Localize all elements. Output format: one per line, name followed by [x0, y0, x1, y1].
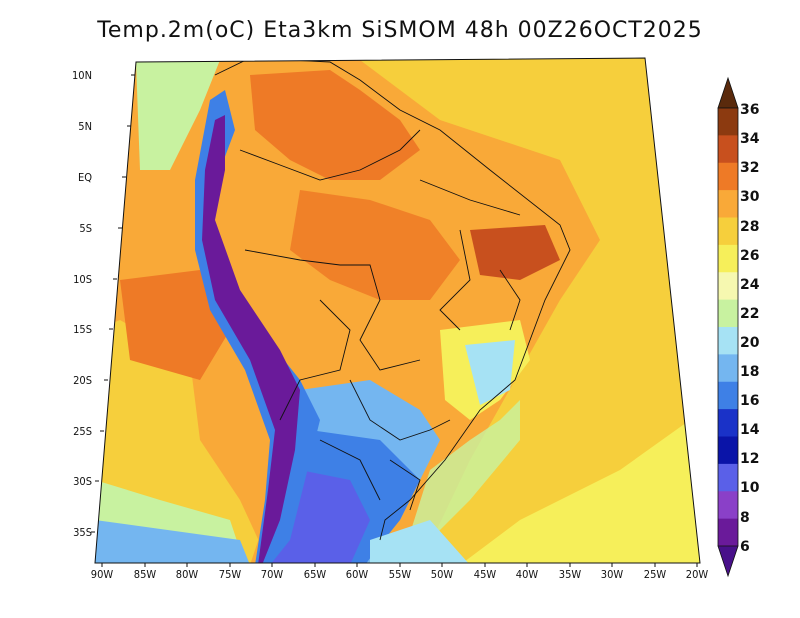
- colorbar-border: [717, 107, 739, 547]
- colorbar-label-24: 24: [740, 277, 760, 293]
- colorbar-segment: [718, 217, 738, 246]
- lon-axis: 90W 85W 80W 75W 70W 65W 60W 55W 50W 45W …: [91, 563, 709, 581]
- northeast-hot-zone: [470, 225, 560, 280]
- colorbar-segment: [718, 327, 738, 355]
- lat-label-5s: 5S: [79, 222, 92, 235]
- colorbar-label-10: 10: [740, 480, 760, 496]
- colorbar: 36 34 32 30 28 26 24 22 20 18 16 14 12 1…: [717, 76, 760, 578]
- lat-label-10s: 10S: [73, 273, 92, 286]
- lon-label-25w: 25W: [644, 568, 667, 581]
- colorbar-label-22: 22: [740, 306, 759, 322]
- colorbar-top-arrow: [717, 76, 739, 109]
- colorbar-segment: [718, 463, 738, 492]
- colorbar-segment: [718, 299, 738, 328]
- colorbar-segments: [718, 108, 738, 547]
- lon-label-75w: 75W: [219, 568, 242, 581]
- colorbar-label-34: 34: [740, 131, 760, 147]
- lat-label-eq: EQ: [78, 171, 92, 184]
- pacific-cold-band: [95, 520, 250, 563]
- central-hot-zone: [290, 190, 460, 300]
- colorbar-label-8: 8: [740, 510, 750, 526]
- lat-axis: 10N 5N EQ 5S 10S 15S 20S 25S 30S 35S: [72, 69, 135, 539]
- map-frame: [94, 57, 701, 564]
- lon-label-30w: 30W: [601, 568, 624, 581]
- lon-label-65w: 65W: [304, 568, 327, 581]
- lon-label-45w: 45W: [474, 568, 497, 581]
- colorbar-label-36: 36: [740, 102, 759, 118]
- atlantic-warm-zone: [360, 58, 700, 563]
- lon-label-35w: 35W: [559, 568, 582, 581]
- map-title: Temp.2m(oC) Eta3km SiSMOM 48h 00Z26OCT20…: [97, 18, 703, 43]
- colorbar-segment: [718, 381, 738, 410]
- lat-label-25s: 25S: [73, 425, 92, 438]
- colorbar-label-30: 30: [740, 189, 760, 205]
- lon-label-50w: 50W: [431, 568, 454, 581]
- lat-label-10n: 10N: [72, 69, 92, 82]
- southeast-cool-zone: [465, 340, 515, 405]
- lat-label-5n: 5N: [78, 120, 92, 133]
- lon-label-90w: 90W: [91, 568, 114, 581]
- andes-coldest-strip: [202, 115, 300, 563]
- lon-label-40w: 40W: [516, 568, 539, 581]
- pacific-north-cool: [136, 60, 220, 170]
- colorbar-segment: [718, 135, 738, 164]
- lon-label-60w: 60W: [346, 568, 369, 581]
- colorbar-label-20: 20: [740, 335, 760, 351]
- lon-label-20w: 20W: [686, 568, 709, 581]
- lat-label-35s: 35S: [73, 526, 92, 539]
- lat-label-15s: 15S: [73, 323, 92, 336]
- colorbar-label-14: 14: [740, 422, 760, 438]
- lat-label-20s: 20S: [73, 374, 92, 387]
- colorbar-label-12: 12: [740, 451, 759, 467]
- lat-label-30s: 30S: [73, 475, 92, 488]
- colorbar-label-18: 18: [740, 364, 759, 380]
- colorbar-segment: [718, 244, 738, 273]
- colorbar-segment: [718, 354, 738, 383]
- colorbar-segment: [718, 272, 738, 301]
- colorbar-label-32: 32: [740, 160, 759, 176]
- lon-label-85w: 85W: [134, 568, 157, 581]
- colorbar-segment: [718, 190, 738, 218]
- lon-label-80w: 80W: [176, 568, 199, 581]
- colorbar-segment: [718, 518, 738, 547]
- north-hot-zone: [250, 70, 420, 180]
- colorbar-segment: [718, 409, 738, 437]
- colorbar-bottom-arrow: [717, 545, 739, 578]
- pacific-warm-patch: [120, 270, 230, 380]
- colorbar-segment: [718, 491, 738, 520]
- colorbar-label-6: 6: [740, 539, 750, 555]
- lon-label-55w: 55W: [389, 568, 412, 581]
- temperature-map: [95, 58, 700, 563]
- lon-label-70w: 70W: [261, 568, 284, 581]
- colorbar-label-28: 28: [740, 219, 759, 235]
- colorbar-segment: [718, 162, 738, 191]
- colorbar-label-26: 26: [740, 248, 759, 264]
- colorbar-segment: [718, 436, 738, 465]
- colorbar-label-16: 16: [740, 393, 759, 409]
- country-borders: [214, 58, 571, 541]
- colorbar-segment: [718, 108, 738, 136]
- south-coast-cool: [370, 520, 470, 563]
- south-atlantic-mild-zone: [460, 420, 700, 563]
